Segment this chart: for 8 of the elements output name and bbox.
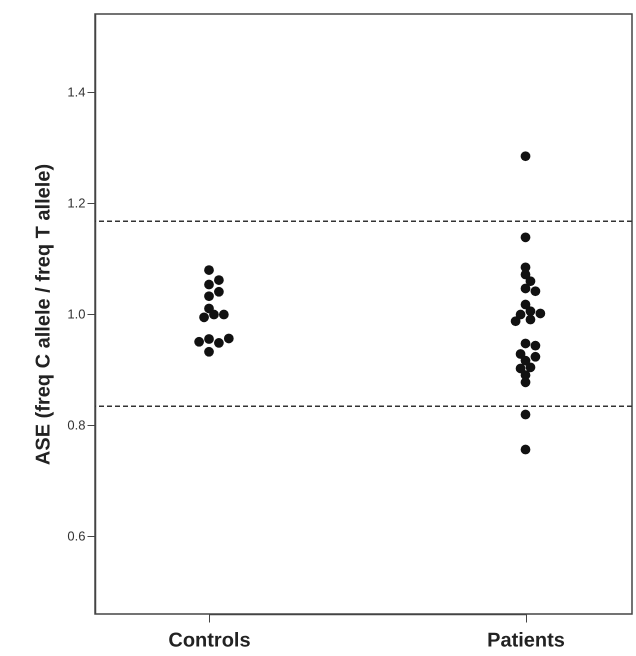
y-tick-label: 0.8 [67,418,86,433]
y-tick-label: 1.2 [67,195,86,210]
y-tick-label: 0.6 [67,528,86,544]
y-tick-label: 1.0 [67,306,86,322]
y-axis-title: ASE (freq C allele / freq T allele) [32,164,54,466]
y-tick-label: 1.4 [67,84,86,100]
x-tick-label: Controls [168,630,251,652]
x-tick-label: Patients [487,630,565,652]
